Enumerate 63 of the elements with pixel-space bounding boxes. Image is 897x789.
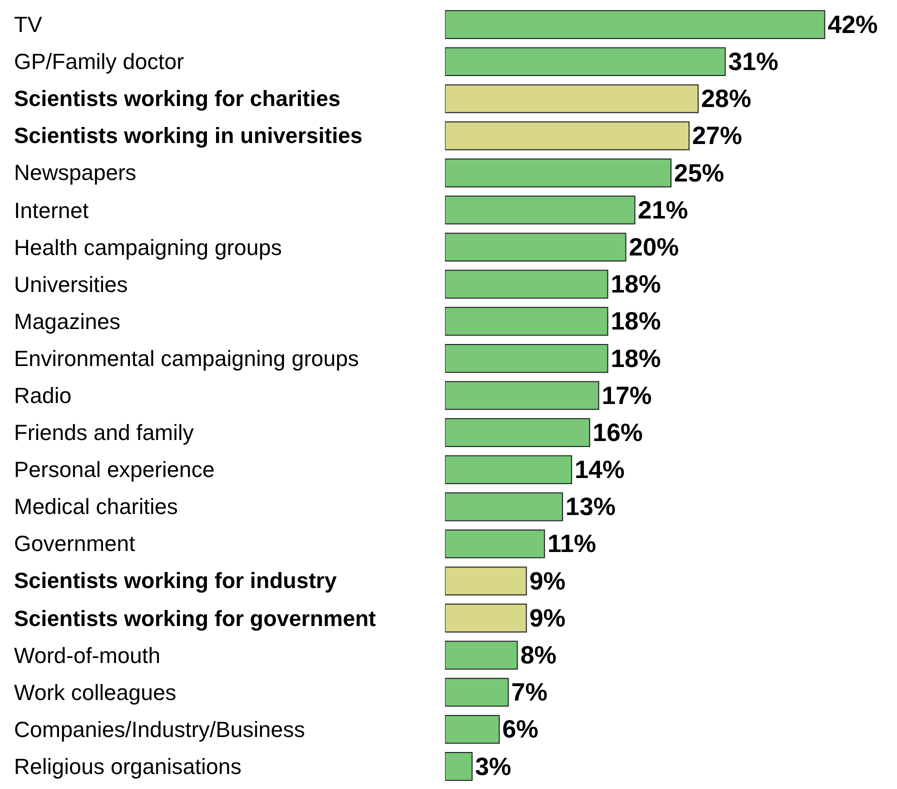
bar [445, 158, 672, 188]
y-tick-label: Government [14, 531, 136, 556]
bar [445, 270, 608, 299]
bar [445, 714, 500, 744]
data-label: 9% [529, 604, 566, 632]
y-tick-label: Companies/Industry/Business [14, 717, 306, 742]
data-label: 18% [610, 308, 661, 336]
y-tick-label: Scientists working for industry [14, 568, 338, 593]
bar [445, 121, 690, 150]
y-tick-label: Universities [14, 272, 128, 297]
data-label: 20% [628, 233, 679, 262]
data-label: 21% [638, 196, 688, 224]
bar [445, 678, 509, 707]
data-label: 28% [701, 85, 752, 114]
y-tick-label: Scientists working for government [14, 606, 377, 631]
y-tick-label: Magazines [14, 309, 120, 334]
y-tick-label: Health campaigning groups [14, 235, 282, 260]
y-tick-label: Radio [14, 383, 72, 408]
bar [445, 566, 527, 596]
bar [445, 604, 527, 632]
y-tick-label: Word-of-mouth [14, 643, 160, 668]
data-label: 27% [692, 122, 742, 150]
y-tick-label: Friends and family [14, 420, 194, 445]
bar [445, 455, 572, 484]
bar [445, 47, 726, 76]
data-label: 42% [828, 10, 878, 39]
y-tick-label: Medical charities [14, 494, 178, 519]
y-tick-label: Newspapers [14, 160, 136, 185]
data-label: 16% [592, 418, 643, 447]
data-label: 25% [674, 159, 724, 188]
y-tick-label: TV [14, 12, 42, 37]
y-tick-label: Scientists working for charities [14, 86, 340, 111]
y-tick-label: Religious organisations [14, 754, 242, 779]
data-label: 17% [602, 382, 652, 410]
data-label: 31% [728, 48, 778, 76]
bar [445, 306, 608, 336]
y-tick-label: Environmental campaigning groups [14, 346, 359, 371]
bar [445, 418, 590, 448]
y-tick-label: Internet [14, 198, 89, 223]
data-label: 9% [529, 567, 566, 596]
y-tick-label: GP/Family doctor [14, 49, 184, 74]
y-tick-label: Work colleagues [14, 680, 176, 705]
data-label: 13% [566, 493, 616, 522]
bar [445, 84, 699, 114]
data-label: 18% [610, 344, 661, 373]
bar [445, 10, 826, 39]
data-label: 11% [547, 530, 596, 558]
data-label: 8% [520, 642, 556, 670]
bar [445, 232, 626, 262]
data-label: 14% [574, 456, 625, 484]
data-label: 18% [610, 270, 661, 299]
bar [445, 492, 564, 522]
bar [445, 640, 518, 670]
bar [445, 344, 608, 373]
bar [445, 752, 473, 781]
bar [445, 529, 545, 558]
y-tick-label: Personal experience [14, 457, 215, 482]
bar [445, 381, 600, 410]
data-label: 7% [511, 678, 548, 707]
data-label: 6% [502, 716, 538, 744]
bar [445, 196, 636, 224]
data-label: 3% [475, 752, 512, 781]
y-tick-label: Scientists working in universities [14, 123, 362, 148]
